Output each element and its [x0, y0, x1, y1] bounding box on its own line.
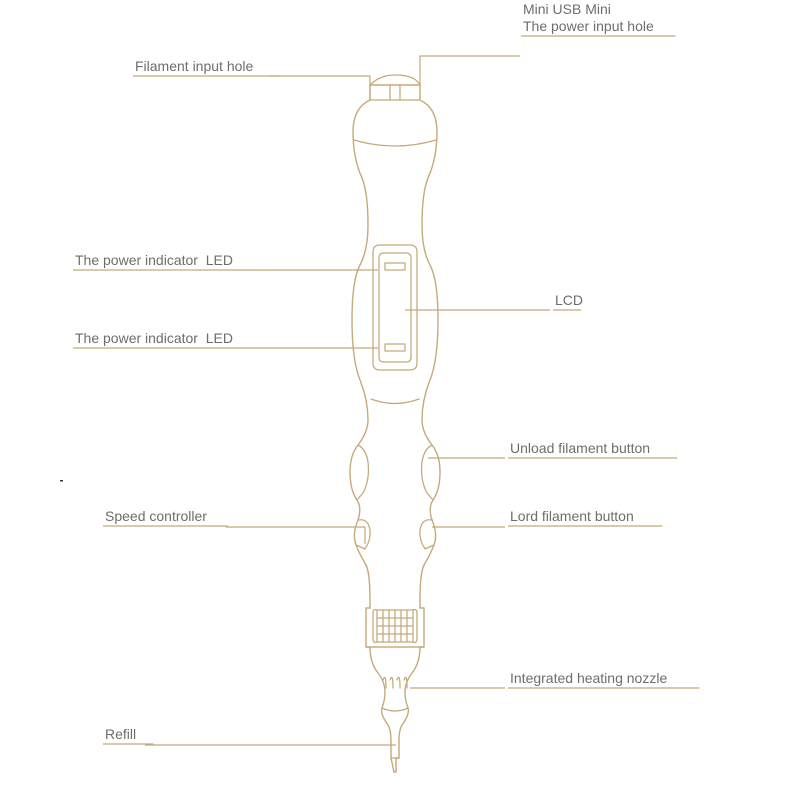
diagram-canvas — [0, 0, 800, 800]
label-unload_filament: Unload filament button — [510, 440, 650, 458]
label-power_indicator_1: The power indicator LED — [75, 252, 233, 270]
label-mini_usb: Mini USB Mini The power input hole — [523, 1, 654, 36]
label-filament_input_hole: Filament input hole — [135, 58, 253, 76]
leader-line-filament_input_hole — [270, 76, 370, 100]
label-speed_controller: Speed controller — [105, 508, 207, 526]
label-integrated_nozzle: Integrated heating nozzle — [510, 670, 667, 688]
label-lcd: LCD — [555, 292, 583, 310]
artifact-dot — [60, 480, 63, 482]
pen-body — [350, 75, 440, 772]
leader-line-mini_usb — [420, 56, 520, 85]
label-power_indicator_2: The power indicator LED — [75, 330, 233, 348]
leader-line-speed_controller — [226, 527, 365, 544]
label-lord_filament: Lord filament button — [510, 508, 634, 526]
label-refill: Refill — [105, 726, 136, 744]
